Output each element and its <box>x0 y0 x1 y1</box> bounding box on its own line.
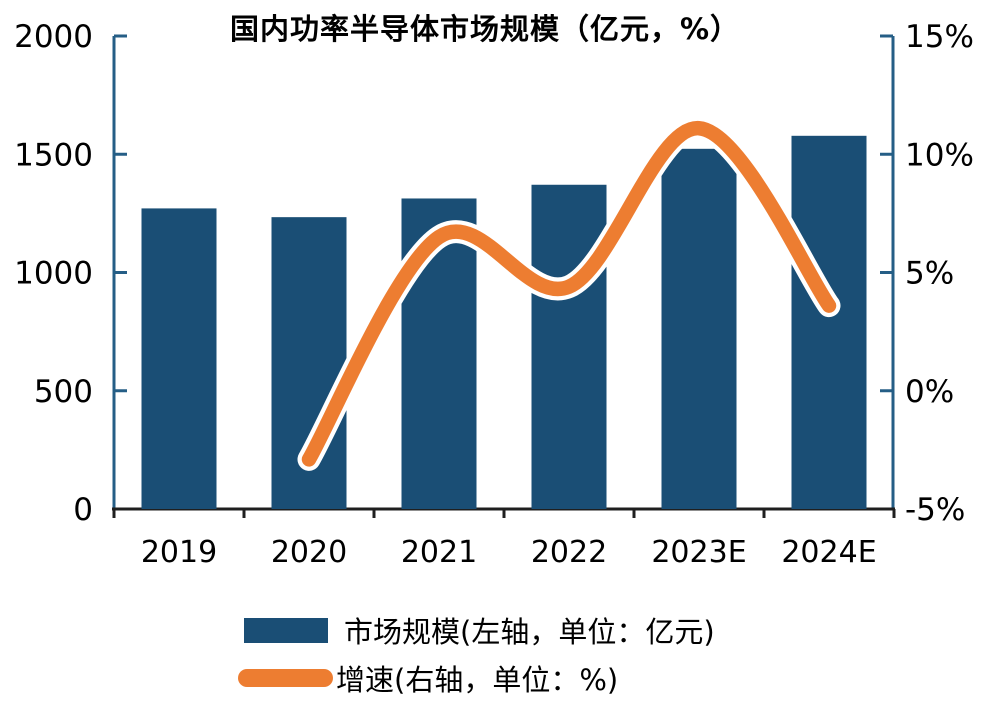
axis-labels-group: 2000 1500 1000 500 0 15% 10% 5% 0% -5% 2019 2020 202… <box>14 19 974 570</box>
x-axis-label-2022: 2022 <box>531 535 607 570</box>
x-axis-label-2023E: 2023E <box>651 535 746 570</box>
bar-2019 <box>141 208 217 509</box>
x-axis-label-2021: 2021 <box>401 535 477 570</box>
bar-2022 <box>531 184 607 510</box>
right-axis-label--5%: -5% <box>905 492 965 528</box>
right-axis-label-0%: 0% <box>905 374 954 410</box>
left-axis-label-2000: 2000 <box>14 19 93 55</box>
legend-label-market-size: 市场规模(左轴，单位：亿元) <box>344 615 715 649</box>
bar-2023E <box>661 148 737 510</box>
x-axis-label-2024E: 2024E <box>781 535 876 570</box>
right-axis-label-5%: 5% <box>905 256 954 292</box>
legend: 市场规模(左轴，单位：亿元) 增速(右轴，单位：%) <box>238 608 715 700</box>
axes-group <box>112 34 896 518</box>
growth-line-group <box>297 116 841 471</box>
left-axis-label-1000: 1000 <box>14 256 93 292</box>
legend-item-market-size: 市场规模(左轴，单位：亿元) <box>238 608 715 652</box>
legend-item-growth: 增速(右轴，单位：%) <box>238 656 715 700</box>
growth-line <box>301 120 837 467</box>
left-axis-label-0: 0 <box>73 492 93 528</box>
left-axis-label-1500: 1500 <box>14 137 93 173</box>
left-axis-label-500: 500 <box>34 374 93 410</box>
right-axis-label-15%: 15% <box>905 19 974 55</box>
chart-title: 国内功率半导体市场规模（亿元，%） <box>229 12 741 46</box>
line-series-swatch <box>238 669 333 687</box>
legend-label-growth: 增速(右轴，单位：%) <box>336 663 619 697</box>
x-axis-label-2019: 2019 <box>141 535 217 570</box>
right-axis-label-10%: 10% <box>905 137 974 173</box>
bar-series-swatch <box>244 617 328 643</box>
bar-2024E <box>791 135 867 510</box>
x-axis-label-2020: 2020 <box>271 535 347 570</box>
